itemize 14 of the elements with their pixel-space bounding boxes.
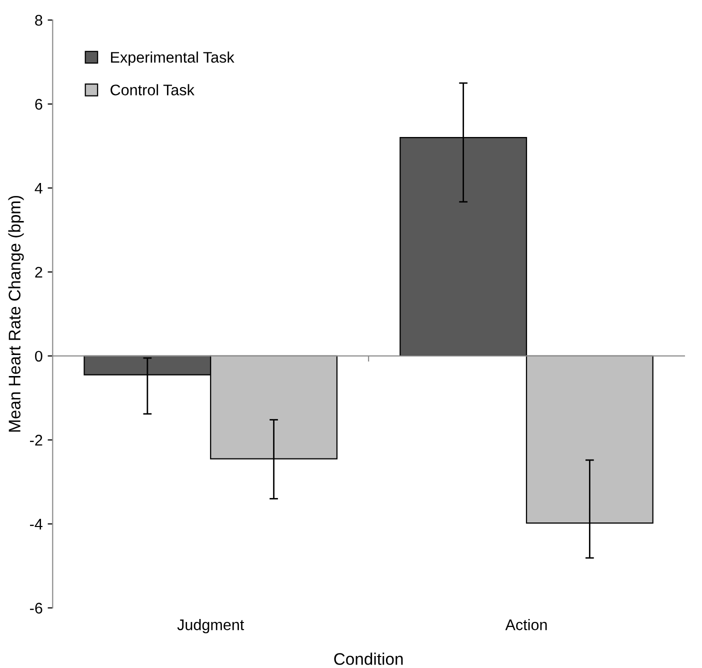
y-tick-label: -6 bbox=[30, 602, 42, 614]
legend-label: Control Task bbox=[110, 84, 194, 96]
y-tick-label: -2 bbox=[30, 434, 42, 446]
y-tick-label: 8 bbox=[35, 14, 42, 26]
x-tick-label: Action bbox=[505, 618, 547, 630]
x-axis-title: Condition bbox=[334, 652, 403, 665]
y-tick-label: 6 bbox=[35, 98, 42, 110]
legend-label: Experimental Task bbox=[111, 52, 234, 66]
y-tick-label: 2 bbox=[35, 266, 42, 278]
y-tick-label: 4 bbox=[34, 183, 42, 194]
y-axis-title: Mean Heart Rate Change (bpm) bbox=[8, 196, 24, 432]
y-tick-label: -4 bbox=[30, 518, 42, 530]
y-tick-label: 0 bbox=[35, 350, 42, 362]
x-tick-label: Judgment bbox=[177, 618, 244, 634]
